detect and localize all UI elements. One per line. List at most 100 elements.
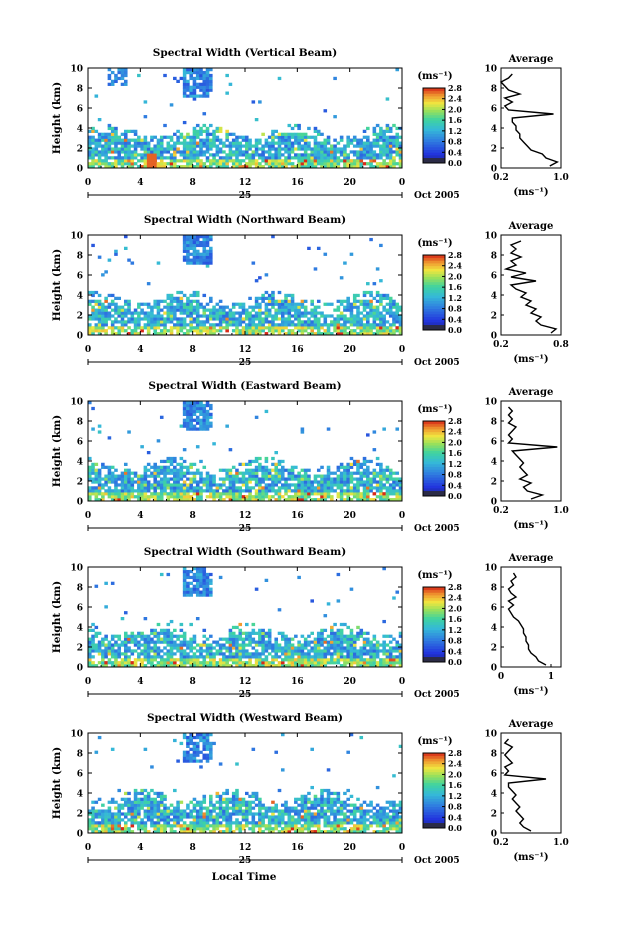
heatmap-cell: [228, 646, 233, 650]
heatmap-cell: [202, 412, 207, 416]
heatmap-cell: [395, 162, 400, 166]
heatmap-cell: [280, 495, 285, 499]
heatmap-cell: [104, 649, 108, 653]
heatmap-cell: [117, 156, 122, 160]
heatmap-cell: [156, 468, 161, 472]
heatmap-cell: [228, 471, 233, 475]
heatmap-cell: [280, 329, 285, 333]
heatmap-cell: [346, 165, 350, 169]
heatmap-cell: [225, 424, 229, 428]
average-y-tick-label: 4: [491, 624, 497, 634]
heatmap-cell: [271, 456, 275, 461]
heatmap-cell: [359, 156, 364, 160]
heatmap-cell: [303, 655, 308, 659]
heatmap-cell: [258, 296, 262, 300]
heatmap-cell: [382, 323, 386, 327]
heatmap-cell: [339, 311, 344, 315]
heatmap-cell: [274, 153, 279, 157]
heatmap-cell: [231, 646, 236, 650]
heatmap-cell: [238, 634, 243, 638]
heatmap-cell: [153, 483, 157, 487]
heatmap-cell: [182, 581, 187, 585]
heatmap-cell: [186, 658, 190, 662]
heatmap-cell: [228, 320, 233, 324]
heatmap-cell: [117, 809, 122, 813]
heatmap-cell: [379, 471, 383, 475]
colorbar-segment: [423, 308, 445, 312]
heatmap-cell: [228, 132, 233, 136]
heatmap-cell: [316, 305, 321, 309]
heatmap-cell: [104, 465, 108, 469]
heatmap-cell: [248, 486, 252, 490]
heatmap-cell: [382, 646, 386, 650]
heatmap-cell: [166, 824, 171, 828]
colorbar-segment: [423, 637, 445, 641]
heatmap-cell: [143, 827, 148, 831]
heatmap-cell: [195, 314, 200, 318]
heatmap-cell: [195, 643, 200, 647]
heatmap-cell: [320, 655, 324, 659]
heatmap-cell: [153, 658, 157, 662]
heatmap-cell: [120, 664, 125, 668]
heatmap-cell: [372, 326, 377, 330]
heatmap-cell: [287, 323, 292, 327]
heatmap-cell: [303, 652, 308, 656]
heatmap-cell: [159, 141, 164, 145]
heatmap-cell: [130, 156, 135, 160]
heatmap-cell: [330, 323, 334, 327]
heatmap-cell: [146, 320, 151, 324]
heatmap-cell: [287, 144, 292, 148]
heatmap-cell: [280, 308, 285, 312]
heatmap-cell: [395, 68, 400, 72]
heatmap-cell: [346, 640, 350, 644]
heatmap-cell: [333, 658, 337, 662]
heatmap-cell: [248, 640, 252, 644]
heatmap-cell: [173, 480, 177, 484]
heatmap-cell: [245, 138, 249, 142]
y-tick-label: 8: [77, 252, 83, 262]
heatmap-cell: [248, 495, 252, 499]
heatmap-cell: [209, 421, 213, 425]
heatmap-cell: [385, 329, 390, 333]
heatmap-cell: [277, 649, 282, 653]
heatmap-cell: [173, 471, 177, 475]
heatmap-cell: [267, 302, 272, 306]
heatmap-cell: [379, 311, 383, 315]
heatmap-cell: [156, 827, 161, 831]
heatmap-cell: [330, 150, 334, 154]
heatmap-cell: [385, 664, 390, 668]
heatmap-cell: [297, 123, 301, 128]
heatmap-cell: [382, 643, 386, 647]
heatmap-cell: [205, 138, 210, 142]
colorbar-unit: (ms⁻¹): [417, 238, 452, 249]
heatmap-cell: [202, 421, 207, 425]
heatmap-cell: [127, 317, 131, 321]
heatmap-cell: [218, 658, 223, 662]
heatmap-cell: [392, 150, 396, 154]
heatmap-cell: [346, 144, 350, 148]
heatmap-cell: [388, 135, 393, 139]
heatmap-cell: [284, 646, 288, 650]
heatmap-cell: [238, 646, 243, 650]
y-tick-label: 0: [77, 664, 83, 674]
heatmap-cell: [228, 323, 233, 327]
heatmap-cell: [352, 296, 357, 300]
heatmap-cell: [388, 634, 393, 638]
heatmap-cell: [222, 664, 226, 668]
heatmap-cell: [277, 643, 282, 647]
heatmap-cell: [209, 412, 213, 416]
heatmap-cell: [120, 492, 125, 496]
heatmap-cell: [228, 448, 233, 452]
heatmap-cell: [398, 483, 403, 487]
heatmap-cell: [218, 129, 223, 133]
heatmap-cell: [159, 323, 164, 327]
heatmap-cell: [264, 144, 269, 148]
heatmap-cell: [146, 468, 151, 472]
heatmap-cell: [143, 486, 148, 490]
heatmap-cell: [123, 132, 128, 136]
heatmap-cell: [251, 498, 256, 502]
heatmap-cell: [277, 608, 282, 612]
heatmap-cell: [140, 495, 144, 499]
heatmap-cell: [143, 162, 148, 166]
heatmap-cell: [385, 296, 390, 300]
